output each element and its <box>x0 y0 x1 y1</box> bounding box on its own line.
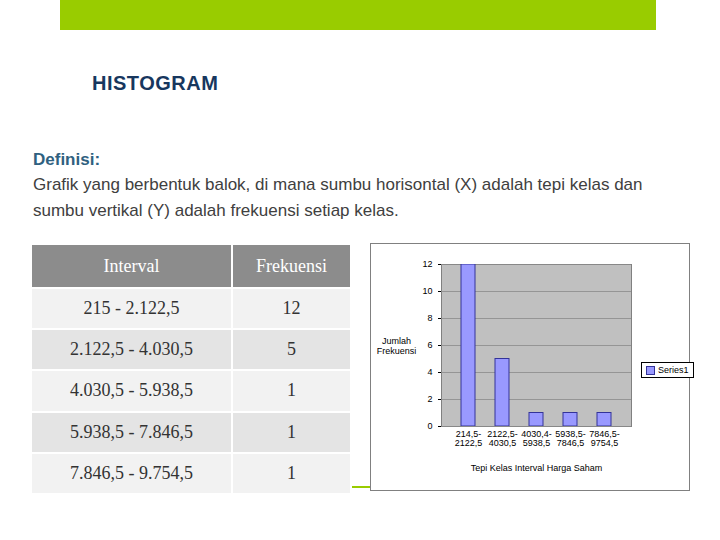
html-text:4.030,5 - 5.938,5: 4.030,5 - 5.938,5 <box>70 380 194 401</box>
html-text:215 - 2.122,5: 215 - 2.122,5 <box>83 298 180 319</box>
html-text:1: 1 <box>287 462 297 483</box>
html-text:1: 1 <box>287 421 297 442</box>
svg-text:214,5-2122,5: 214,5-2122,5 <box>455 429 483 448</box>
svg-text:5938,5-7846,5: 5938,5-7846,5 <box>555 429 586 448</box>
svg-text:8: 8 <box>427 313 432 323</box>
svg-text:2: 2 <box>427 394 432 404</box>
html-text:12: 12 <box>282 298 301 319</box>
svg-text:7846,5-9754,5: 7846,5-9754,5 <box>589 429 620 448</box>
html-text:5.938,5 - 7.846,5: 5.938,5 - 7.846,5 <box>70 421 194 442</box>
svg-text:4030,4-5938,5: 4030,4-5938,5 <box>521 429 552 448</box>
html-text:7.846,5 - 9.754,5: 7.846,5 - 9.754,5 <box>70 462 194 483</box>
html-text:1: 1 <box>287 380 297 401</box>
html-text:HISTOGRAM: HISTOGRAM <box>92 72 219 94</box>
html-text:Grafik yang berbentuk balok, d: Grafik yang berbentuk balok, di mana sum… <box>33 175 643 220</box>
svg-text:0: 0 <box>427 421 432 431</box>
html-text:Series1: Series1 <box>658 365 689 375</box>
svg-text:2122,5-4030,5: 2122,5-4030,5 <box>487 429 518 448</box>
svg-text:12: 12 <box>422 259 432 269</box>
html-text:Definisi:: Definisi: <box>33 150 101 169</box>
svg-text:JumlahFrekuensi: JumlahFrekuensi <box>377 336 417 356</box>
html-text:5: 5 <box>287 339 297 360</box>
html-text:2.122,5 - 4.030,5: 2.122,5 - 4.030,5 <box>70 339 194 360</box>
svg-text:Tepi Kelas Interval Harga Saha: Tepi Kelas Interval Harga Saham <box>471 463 603 473</box>
html-text:Frekuensi: Frekuensi <box>256 255 328 276</box>
svg-text:4: 4 <box>427 367 432 377</box>
svg-text:10: 10 <box>422 286 432 296</box>
html-text:Interval: Interval <box>103 255 160 276</box>
svg-text:6: 6 <box>427 340 432 350</box>
